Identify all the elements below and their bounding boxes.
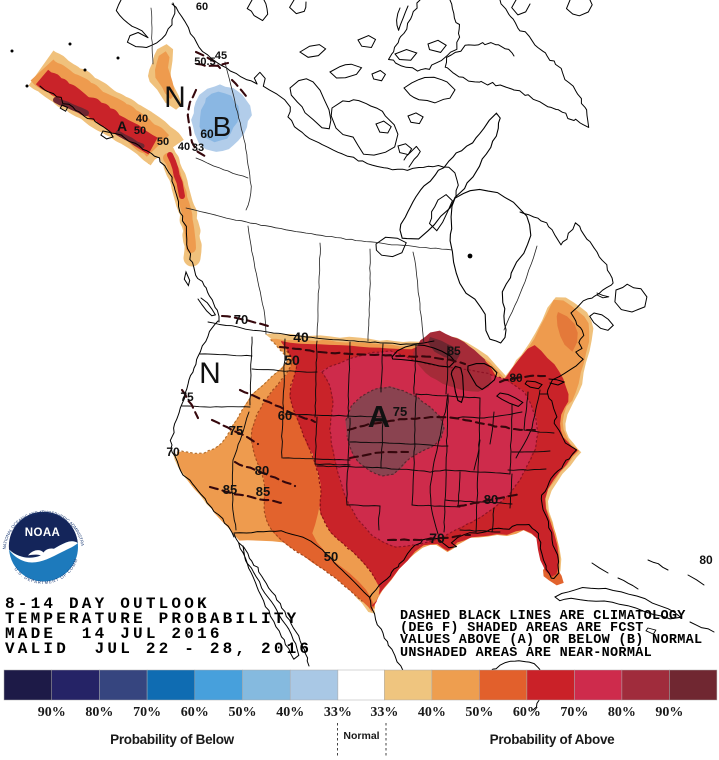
svg-text:40%: 40% <box>418 705 446 720</box>
svg-text:33: 33 <box>192 142 204 154</box>
svg-text:60%: 60% <box>181 705 209 720</box>
svg-text:50: 50 <box>134 125 146 137</box>
svg-text:70%: 70% <box>560 705 588 720</box>
svg-text:70%: 70% <box>133 705 161 720</box>
svg-text:NOAA: NOAA <box>25 527 60 539</box>
svg-text:80%: 80% <box>85 705 113 720</box>
svg-text:Probability of Above: Probability of Above <box>490 732 616 747</box>
svg-text:50: 50 <box>284 352 300 368</box>
svg-text:75: 75 <box>393 404 407 419</box>
svg-text:50%: 50% <box>465 705 493 720</box>
svg-text:A: A <box>117 118 127 134</box>
svg-text:N: N <box>164 81 186 114</box>
svg-text:60: 60 <box>200 127 214 141</box>
svg-text:70: 70 <box>166 445 180 459</box>
svg-text:40%: 40% <box>276 705 304 720</box>
svg-text:A: A <box>368 399 390 434</box>
svg-text:B: B <box>213 111 232 142</box>
svg-text:75: 75 <box>180 390 194 404</box>
svg-text:85: 85 <box>223 482 237 497</box>
svg-text:33%: 33% <box>370 705 398 720</box>
svg-text:50%: 50% <box>229 705 257 720</box>
svg-text:60: 60 <box>196 1 208 13</box>
svg-text:33%: 33% <box>324 705 352 720</box>
svg-text:50: 50 <box>324 549 338 564</box>
svg-text:80%: 80% <box>608 705 636 720</box>
svg-text:N: N <box>199 357 221 390</box>
svg-text:80: 80 <box>509 371 523 385</box>
svg-text:50.5: 50.5 <box>194 56 215 68</box>
svg-text:40: 40 <box>136 113 148 125</box>
svg-text:70: 70 <box>429 530 445 546</box>
svg-text:60: 60 <box>278 408 292 423</box>
svg-text:90%: 90% <box>655 705 683 720</box>
svg-text:90%: 90% <box>38 705 66 720</box>
svg-text:40: 40 <box>178 141 190 153</box>
svg-text:80: 80 <box>699 553 713 567</box>
svg-text:40: 40 <box>293 329 309 345</box>
svg-text:80: 80 <box>484 492 498 507</box>
svg-text:85: 85 <box>447 344 461 358</box>
svg-text:45: 45 <box>215 50 227 62</box>
svg-text:70: 70 <box>234 312 248 327</box>
svg-text:85: 85 <box>256 484 270 499</box>
svg-text:60%: 60% <box>513 705 541 720</box>
svg-text:75: 75 <box>229 423 243 438</box>
svg-text:50: 50 <box>157 136 169 148</box>
svg-text:Probability of Below: Probability of Below <box>110 732 235 747</box>
svg-text:Normal: Normal <box>343 730 379 742</box>
svg-text:80: 80 <box>255 463 269 478</box>
